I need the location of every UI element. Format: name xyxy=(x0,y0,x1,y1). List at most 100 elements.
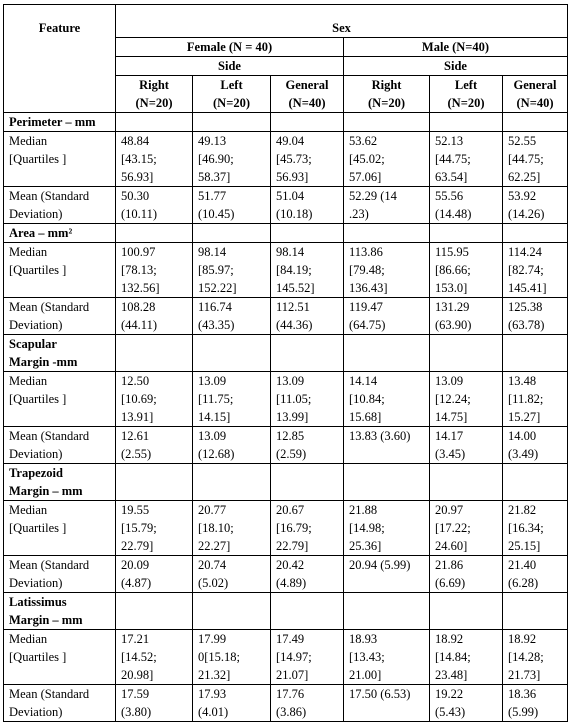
data-cell: 13.09 [12.24; 14.75] xyxy=(429,371,503,427)
data-cell: 100.97 [78.13; 132.56] xyxy=(115,242,193,298)
data-cell: 17.93 (4.01) xyxy=(192,684,271,722)
empty-cell xyxy=(115,463,193,501)
data-cell: 52.29 (14 .23) xyxy=(343,186,430,224)
data-cell: 131.29 (63.90) xyxy=(429,297,503,335)
data-cell: 98.14 [84.19; 145.52] xyxy=(270,242,344,298)
section-title: Area – mm² xyxy=(3,223,116,243)
data-cell: 114.24 [82.74; 145.41] xyxy=(501,242,569,298)
data-cell: 51.77 (10.45) xyxy=(192,186,271,224)
data-cell: 19.55 [15.79; 22.79] xyxy=(115,500,193,556)
empty-cell xyxy=(270,334,344,372)
empty-cell xyxy=(429,592,503,630)
empty-cell xyxy=(270,463,344,501)
section-row: Latissimus Margin – mm xyxy=(3,592,569,630)
empty-cell xyxy=(343,463,430,501)
data-cell: 17.76 (3.86) xyxy=(270,684,344,722)
data-cell: 17.99 0[15.18; 21.32] xyxy=(192,629,271,685)
group-header: Female (N = 40) xyxy=(115,37,344,57)
empty-cell xyxy=(192,112,271,132)
data-cell: 14.14 [10.84; 15.68] xyxy=(343,371,430,427)
data-cell: 12.50 [10.69; 13.91] xyxy=(115,371,193,427)
data-cell: 53.92 (14.26) xyxy=(501,186,569,224)
data-cell: 12.61 (2.55) xyxy=(115,426,193,464)
data-row: Median [Quartiles ] 12.50 [10.69; 13.91] 1… xyxy=(3,371,569,427)
section-title: Scapular Margin -mm xyxy=(3,334,116,372)
column-header: Right (N=20) xyxy=(343,75,430,113)
data-cell: 113.86 [79.48; 136.43] xyxy=(343,242,430,298)
empty-cell xyxy=(115,223,193,243)
data-cell: 55.56 (14.48) xyxy=(429,186,503,224)
row-label: Median [Quartiles ] xyxy=(3,131,116,187)
data-cell: 20.94 (5.99) xyxy=(343,555,430,593)
row-label: Median [Quartiles ] xyxy=(3,242,116,298)
empty-cell xyxy=(270,592,344,630)
empty-cell xyxy=(115,112,193,132)
data-cell: 53.62 [45.02; 57.06] xyxy=(343,131,430,187)
empty-cell xyxy=(270,223,344,243)
section-title: Perimeter – mm xyxy=(3,112,116,132)
data-cell: 116.74 (43.35) xyxy=(192,297,271,335)
row-label: Median [Quartiles ] xyxy=(3,500,116,556)
data-cell: 12.85 (2.59) xyxy=(270,426,344,464)
row-label: Median [Quartiles ] xyxy=(3,629,116,685)
page: Feature Sex Female (N = 40) Male (N=40) … xyxy=(0,4,570,727)
data-cell: 49.04 [45.73; 56.93] xyxy=(270,131,344,187)
empty-cell xyxy=(343,112,430,132)
data-cell: 21.86 (6.69) xyxy=(429,555,503,593)
empty-cell xyxy=(501,334,569,372)
data-cell: 50.30 (10.11) xyxy=(115,186,193,224)
data-cell: 18.92 [14.84; 23.48] xyxy=(429,629,503,685)
data-cell: 20.42 (4.89) xyxy=(270,555,344,593)
data-cell: 18.36 (5.99) xyxy=(501,684,569,722)
data-cell: 20.09 (4.87) xyxy=(115,555,193,593)
empty-cell xyxy=(343,592,430,630)
column-header: Left (N=20) xyxy=(429,75,503,113)
data-cell: 112.51 (44.36) xyxy=(270,297,344,335)
empty-cell xyxy=(501,463,569,501)
empty-cell xyxy=(192,592,271,630)
section-row: Trapezoid Margin – mm xyxy=(3,463,569,501)
empty-cell xyxy=(343,334,430,372)
section-row: Scapular Margin -mm xyxy=(3,334,569,372)
data-cell: 119.47 (64.75) xyxy=(343,297,430,335)
empty-cell xyxy=(429,334,503,372)
data-cell: 17.50 (6.53) xyxy=(343,684,430,722)
data-cell: 17.59 (3.80) xyxy=(115,684,193,722)
data-cell: 48.84 [43.15; 56.93] xyxy=(115,131,193,187)
data-cell: 51.04 (10.18) xyxy=(270,186,344,224)
empty-cell xyxy=(192,334,271,372)
data-cell: 125.38 (63.78) xyxy=(501,297,569,335)
row-label: Mean (Standard Deviation) xyxy=(3,297,116,335)
data-cell: 21.82 [16.34; 25.15] xyxy=(501,500,569,556)
group-header: Male (N=40) xyxy=(342,37,569,57)
empty-cell xyxy=(115,334,193,372)
data-cell: 13.09 (12.68) xyxy=(192,426,271,464)
data-row: Mean (Standard Deviation) 17.59 (3.80) 17.… xyxy=(3,684,569,722)
data-row: Median [Quartiles ] 100.97 [78.13; 132.56… xyxy=(3,242,569,298)
data-row: Median [Quartiles ] 19.55 [15.79; 22.79] 2… xyxy=(3,500,569,556)
empty-cell xyxy=(501,112,569,132)
section-row: Area – mm² xyxy=(3,223,569,243)
data-cell: 20.77 [18.10; 22.27] xyxy=(192,500,271,556)
empty-cell xyxy=(501,223,569,243)
data-row: Mean (Standard Deviation) 50.30 (10.11) 51… xyxy=(3,186,569,224)
data-cell: 98.14 [85.97; 152.22] xyxy=(192,242,271,298)
row-label: Median [Quartiles ] xyxy=(3,371,116,427)
row-label: Mean (Standard Deviation) xyxy=(3,186,116,224)
data-row: Median [Quartiles ] 48.84 [43.15; 56.93] 4… xyxy=(3,131,569,187)
empty-cell xyxy=(115,592,193,630)
data-cell: 17.49 [14.97; 21.07] xyxy=(270,629,344,685)
empty-cell xyxy=(429,223,503,243)
column-header: General (N=40) xyxy=(501,75,569,113)
data-cell: 18.92 [14.28; 21.73] xyxy=(501,629,569,685)
empty-cell xyxy=(343,223,430,243)
data-cell: 13.48 [11.82; 15.27] xyxy=(501,371,569,427)
data-cell: 21.88 [14.98; 25.36] xyxy=(343,500,430,556)
empty-cell xyxy=(270,112,344,132)
data-cell: 52.55 [44.75; 62.25] xyxy=(501,131,569,187)
empty-cell xyxy=(429,463,503,501)
side-header: Side xyxy=(115,56,344,76)
column-header: General (N=40) xyxy=(270,75,344,113)
column-header: Left (N=20) xyxy=(192,75,271,113)
data-row: Median [Quartiles ] 17.21 [14.52; 20.98] 1… xyxy=(3,629,569,685)
